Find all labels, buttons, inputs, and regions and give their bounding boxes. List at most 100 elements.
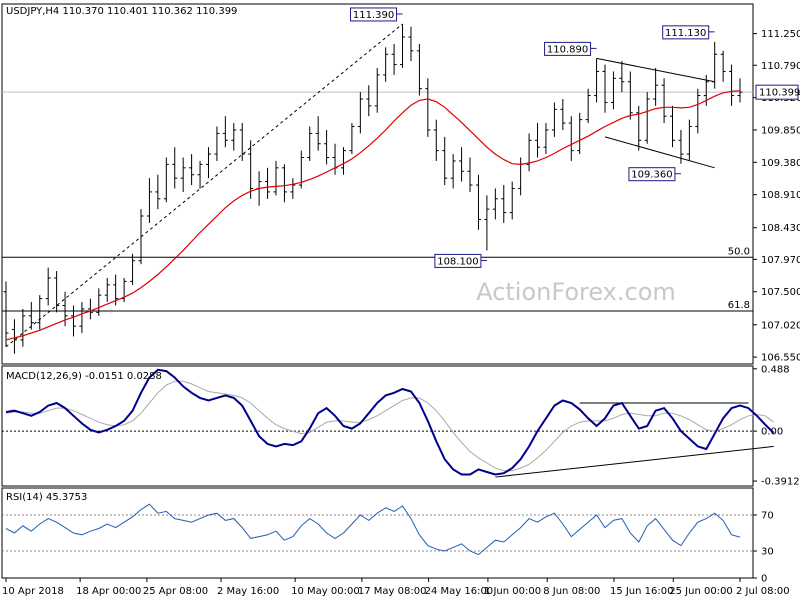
candle (695, 88, 701, 134)
candle (720, 50, 726, 82)
candle (172, 147, 178, 189)
candle (138, 209, 144, 265)
price-tick-label: 107.500 (761, 287, 800, 298)
candle (180, 157, 186, 192)
candle (560, 98, 566, 130)
candle (400, 23, 406, 69)
moving-average-line (5, 90, 741, 341)
current-price-label: 110.399 (759, 88, 800, 99)
price-annotations: 111.390 108.100 110.890 109.360 111.130 (350, 7, 715, 268)
candle (442, 136, 448, 186)
candle (290, 178, 296, 199)
rsi-line (5, 503, 741, 556)
time-tick-label: 25 Jun 00:00 (669, 586, 733, 597)
candle (87, 298, 93, 320)
candle (349, 123, 355, 155)
candle (459, 147, 465, 182)
candle (155, 174, 161, 210)
macd-line (5, 368, 775, 476)
candle (568, 116, 574, 161)
dashed-trend-line (5, 23, 403, 348)
candle (197, 160, 203, 189)
candle (70, 305, 76, 337)
candle (163, 157, 169, 203)
price-tick-label: 106.550 (761, 353, 800, 364)
candle (214, 126, 220, 161)
candle (610, 71, 616, 110)
macd-label: MACD(12,26,9) -0.0151 0.0288 (6, 371, 162, 382)
price-tick-label: 107.970 (761, 255, 800, 266)
watermark: ActionForex.com (476, 278, 676, 306)
candle (686, 119, 692, 161)
candle (273, 160, 279, 196)
candle (3, 281, 9, 347)
panel-frame-0 (1, 3, 754, 365)
candle (248, 140, 254, 199)
candle (315, 116, 321, 151)
candle (79, 302, 85, 334)
candle (408, 26, 414, 62)
candle (644, 92, 650, 144)
time-tick-label: 8 Jun 08:00 (543, 586, 600, 597)
symbol-header: USDJPY,H4 110.370 110.401 110.362 110.39… (6, 6, 237, 17)
candle (281, 164, 287, 203)
candle (374, 68, 380, 113)
macd-trend-line (495, 445, 774, 478)
candle (189, 154, 195, 186)
candle (526, 133, 532, 172)
candle (492, 188, 498, 220)
annotation-label: 110.890 (547, 44, 588, 55)
candle (357, 92, 363, 134)
panel-frame-2 (1, 487, 754, 579)
time-tick-label: 17 May 08:00 (358, 586, 427, 597)
candle (425, 78, 431, 137)
candle (661, 78, 667, 124)
candle (670, 105, 676, 148)
candle (416, 43, 422, 96)
macd-signal-line (5, 380, 775, 472)
panel-frames (1, 3, 754, 579)
candle (391, 43, 397, 75)
annotation-label: 111.390 (353, 10, 394, 21)
time-tick-label: 2 May 16:00 (217, 586, 279, 597)
candle (551, 102, 557, 137)
panel-frame-1 (1, 365, 754, 487)
candle (577, 112, 583, 155)
candle (543, 123, 549, 155)
time-axis: 10 Apr 2018 18 Apr 00:00 25 Apr 08:00 2 May… (2, 578, 790, 597)
candle (653, 68, 659, 106)
candle (678, 129, 684, 164)
candle (475, 174, 481, 230)
candle (222, 116, 228, 148)
candle (602, 64, 608, 113)
rsi-tick-label: 30 (761, 547, 774, 558)
candle (450, 154, 456, 189)
candle (324, 129, 330, 165)
time-tick-label: 10 Apr 2018 (2, 586, 64, 597)
candle (636, 105, 642, 151)
candle (231, 123, 237, 151)
price-annotation: 111.130 (662, 25, 715, 40)
candle (535, 123, 541, 158)
price-tick-label: 109.380 (761, 158, 800, 169)
candle (11, 319, 17, 354)
candle (594, 58, 600, 103)
candle (366, 85, 372, 117)
fib-levels: 50.0 61.8 (2, 246, 753, 312)
candle (239, 123, 245, 161)
annotation-label: 111.130 (665, 28, 706, 39)
candles (3, 23, 743, 354)
candle (54, 271, 60, 313)
candle (28, 302, 34, 330)
candle (712, 41, 718, 89)
candle (96, 288, 102, 316)
price-annotation: 108.100 (434, 253, 487, 268)
price-tick-label: 111.250 (761, 29, 800, 40)
macd-tick-label: 0.488 (761, 364, 790, 375)
candle (146, 178, 152, 223)
candle (484, 195, 490, 251)
fib-level-label: 61.8 (728, 300, 750, 311)
candle (45, 267, 51, 306)
